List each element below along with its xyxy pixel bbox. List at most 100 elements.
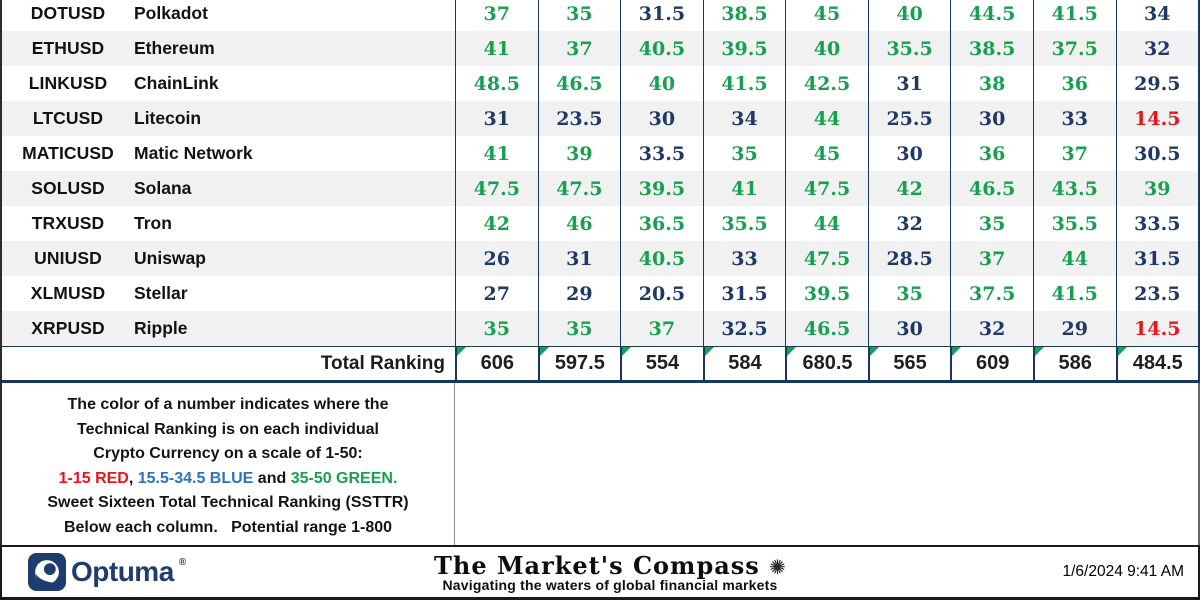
ranking-cell[interactable]: 14.5 bbox=[1115, 101, 1199, 136]
total-ranking-cell[interactable]: 484.5 bbox=[1115, 347, 1199, 380]
ranking-cell[interactable]: 47.5 bbox=[785, 171, 868, 206]
ranking-cell[interactable]: 33 bbox=[1032, 101, 1116, 136]
total-ranking-cell[interactable]: 606 bbox=[455, 347, 538, 380]
ranking-cell[interactable]: 45 bbox=[785, 0, 868, 31]
ranking-cell[interactable]: 40 bbox=[867, 0, 951, 31]
total-ranking-cell[interactable]: 680.5 bbox=[785, 347, 868, 380]
ticker-cell[interactable]: LTCUSD bbox=[32, 108, 104, 128]
ranking-cell[interactable]: 48.5 bbox=[455, 66, 538, 101]
ranking-cell[interactable]: 42.5 bbox=[785, 66, 868, 101]
ranking-cell[interactable]: 43.5 bbox=[1032, 171, 1116, 206]
name-cell[interactable]: Solana bbox=[134, 178, 192, 198]
ranking-cell[interactable]: 35.5 bbox=[1032, 206, 1116, 241]
ranking-cell[interactable]: 39 bbox=[537, 136, 621, 171]
total-ranking-cell[interactable]: 584 bbox=[702, 347, 786, 380]
ranking-cell[interactable]: 46.5 bbox=[537, 66, 621, 101]
ranking-cell[interactable]: 40 bbox=[785, 31, 868, 66]
ticker-cell[interactable]: XLMUSD bbox=[30, 283, 106, 303]
ranking-cell[interactable]: 41.5 bbox=[1032, 0, 1116, 31]
ranking-cell[interactable]: 23.5 bbox=[1115, 276, 1199, 311]
ranking-cell[interactable]: 37 bbox=[537, 31, 621, 66]
ticker-cell[interactable]: XRPUSD bbox=[31, 318, 105, 338]
ranking-cell[interactable]: 30.5 bbox=[1115, 136, 1199, 171]
ranking-cell[interactable]: 35 bbox=[950, 206, 1033, 241]
ticker-cell[interactable]: TRXUSD bbox=[31, 213, 105, 233]
ranking-cell[interactable]: 40 bbox=[620, 66, 703, 101]
ranking-cell[interactable]: 36 bbox=[1032, 66, 1116, 101]
ranking-cell[interactable]: 31 bbox=[455, 101, 538, 136]
ranking-cell[interactable]: 32 bbox=[950, 311, 1033, 346]
name-cell[interactable]: Stellar bbox=[134, 283, 188, 303]
ranking-cell[interactable]: 31 bbox=[537, 241, 621, 276]
ranking-cell[interactable]: 33.5 bbox=[620, 136, 703, 171]
ranking-cell[interactable]: 29.5 bbox=[1115, 66, 1199, 101]
ranking-cell[interactable]: 20.5 bbox=[620, 276, 703, 311]
ranking-cell[interactable]: 35 bbox=[537, 311, 621, 346]
ranking-cell[interactable]: 45 bbox=[785, 136, 868, 171]
ranking-cell[interactable]: 47.5 bbox=[785, 241, 868, 276]
ranking-cell[interactable]: 35.5 bbox=[867, 31, 951, 66]
ranking-cell[interactable]: 38.5 bbox=[702, 0, 786, 31]
ranking-cell[interactable]: 33.5 bbox=[1115, 206, 1199, 241]
ranking-cell[interactable]: 42 bbox=[867, 171, 951, 206]
total-ranking-cell[interactable]: 597.5 bbox=[537, 347, 621, 380]
total-ranking-cell[interactable]: 554 bbox=[620, 347, 703, 380]
ranking-cell[interactable]: 30 bbox=[867, 136, 951, 171]
ranking-cell[interactable]: 31.5 bbox=[620, 0, 703, 31]
name-cell[interactable]: Tron bbox=[134, 213, 172, 233]
name-cell[interactable]: ChainLink bbox=[134, 73, 219, 93]
ticker-cell[interactable]: MATICUSD bbox=[22, 143, 114, 163]
ticker-cell[interactable]: LINKUSD bbox=[28, 73, 108, 93]
ranking-cell[interactable]: 41 bbox=[455, 31, 538, 66]
ranking-cell[interactable]: 39.5 bbox=[702, 31, 786, 66]
ranking-cell[interactable]: 29 bbox=[537, 276, 621, 311]
ranking-cell[interactable]: 38.5 bbox=[950, 31, 1033, 66]
ranking-cell[interactable]: 37 bbox=[620, 311, 703, 346]
ranking-cell[interactable]: 37 bbox=[1032, 136, 1116, 171]
ranking-cell[interactable]: 35 bbox=[702, 136, 786, 171]
total-ranking-cell[interactable]: 609 bbox=[950, 347, 1033, 380]
ranking-cell[interactable]: 28.5 bbox=[867, 241, 951, 276]
ranking-cell[interactable]: 37.5 bbox=[1032, 31, 1116, 66]
ranking-cell[interactable]: 41 bbox=[455, 136, 538, 171]
ranking-cell[interactable]: 30 bbox=[620, 101, 703, 136]
ranking-cell[interactable]: 34 bbox=[1115, 0, 1199, 31]
ranking-cell[interactable]: 27 bbox=[455, 276, 538, 311]
name-cell[interactable]: Ripple bbox=[134, 318, 188, 338]
ranking-cell[interactable]: 14.5 bbox=[1115, 311, 1199, 346]
ranking-cell[interactable]: 39 bbox=[1115, 171, 1199, 206]
ranking-cell[interactable]: 35.5 bbox=[702, 206, 786, 241]
name-cell[interactable]: Polkadot bbox=[134, 3, 208, 23]
ranking-cell[interactable]: 42 bbox=[455, 206, 538, 241]
name-cell[interactable]: Ethereum bbox=[134, 38, 215, 58]
name-cell[interactable]: Uniswap bbox=[134, 248, 206, 268]
ranking-cell[interactable]: 47.5 bbox=[455, 171, 538, 206]
total-ranking-cell[interactable]: 586 bbox=[1032, 347, 1116, 380]
ranking-cell[interactable]: 31 bbox=[867, 66, 951, 101]
ticker-cell[interactable]: UNIUSD bbox=[34, 248, 102, 268]
ranking-cell[interactable]: 32 bbox=[867, 206, 951, 241]
ranking-cell[interactable]: 30 bbox=[950, 101, 1033, 136]
ranking-cell[interactable]: 38 bbox=[950, 66, 1033, 101]
ranking-cell[interactable]: 40.5 bbox=[620, 31, 703, 66]
ranking-cell[interactable]: 44 bbox=[785, 206, 868, 241]
ranking-cell[interactable]: 36.5 bbox=[620, 206, 703, 241]
ranking-cell[interactable]: 37 bbox=[950, 241, 1033, 276]
ranking-cell[interactable]: 47.5 bbox=[537, 171, 621, 206]
ranking-cell[interactable]: 44.5 bbox=[950, 0, 1033, 31]
ranking-cell[interactable]: 23.5 bbox=[537, 101, 621, 136]
name-cell[interactable]: Litecoin bbox=[134, 108, 202, 128]
ranking-cell[interactable]: 46 bbox=[537, 206, 621, 241]
ticker-cell[interactable]: DOTUSD bbox=[30, 3, 106, 23]
ranking-cell[interactable]: 44 bbox=[785, 101, 868, 136]
ranking-cell[interactable]: 41.5 bbox=[1032, 276, 1116, 311]
ranking-cell[interactable]: 31.5 bbox=[1115, 241, 1199, 276]
ranking-cell[interactable]: 31.5 bbox=[702, 276, 786, 311]
ranking-cell[interactable]: 44 bbox=[1032, 241, 1116, 276]
ranking-cell[interactable]: 35 bbox=[867, 276, 951, 311]
name-cell[interactable]: Matic Network bbox=[134, 143, 253, 163]
ranking-cell[interactable]: 32.5 bbox=[702, 311, 786, 346]
ranking-cell[interactable]: 39.5 bbox=[785, 276, 868, 311]
ranking-cell[interactable]: 26 bbox=[455, 241, 538, 276]
ranking-cell[interactable]: 37.5 bbox=[950, 276, 1033, 311]
